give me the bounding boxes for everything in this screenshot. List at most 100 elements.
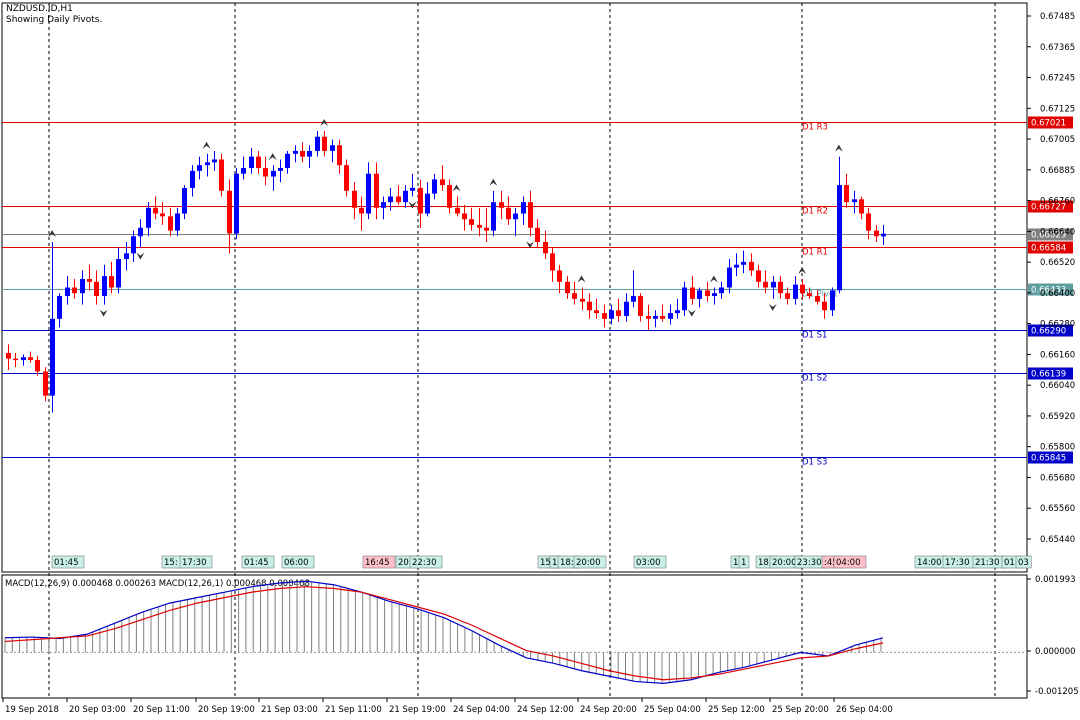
candle-body [572, 293, 577, 299]
y-tick-label: 0.66040 [1040, 381, 1075, 391]
candle-body [344, 165, 349, 191]
candle-body [756, 270, 761, 282]
candle-body [749, 261, 754, 271]
y-tick-label: 0.65440 [1040, 535, 1075, 545]
y-tick-label: 0.66280 [1040, 320, 1075, 330]
candle-body [87, 278, 92, 282]
candle-body [440, 179, 445, 186]
pivot-price-tag [1028, 367, 1073, 380]
candle-body [57, 296, 62, 319]
session-label: 18: [560, 558, 574, 568]
candle-body [131, 236, 136, 254]
candle-body [866, 213, 871, 231]
session-box [179, 555, 213, 569]
candle-body [557, 270, 562, 282]
session-label: 01: [1004, 558, 1018, 568]
x-tick-label: 19 Sep 2018 [5, 705, 59, 715]
pivot-price-tag [1028, 283, 1073, 296]
candle-body [528, 202, 533, 228]
candle-body [844, 185, 849, 203]
candle-body [624, 301, 629, 316]
candle-body [455, 207, 460, 214]
candle-body [300, 150, 305, 157]
candle-body [374, 173, 379, 208]
symbol-label: NZDUSD.ID,H1 [6, 4, 73, 14]
candle-body [271, 170, 276, 177]
candle-body [102, 276, 107, 297]
candle-body [807, 293, 812, 297]
fractal-up-arrow-icon [709, 275, 718, 283]
session-box [573, 555, 607, 569]
current-price-tag [1028, 228, 1073, 241]
y-tick-label: 0.66640 [1040, 227, 1075, 237]
candle-body [881, 233, 886, 237]
pivot-price-tag-text: 0.66139 [1031, 370, 1066, 380]
candle-body [278, 168, 283, 171]
candle-body [697, 290, 702, 299]
y-tick-label: 0.66760 [1040, 197, 1075, 207]
candle-body [219, 159, 224, 191]
candle-body [565, 281, 570, 294]
candle-body [160, 213, 165, 217]
x-tick-label: 21 Sep 11:00 [325, 705, 382, 715]
x-tick-label: 20 Sep 11:00 [133, 705, 190, 715]
candle-body [462, 213, 467, 220]
session-label: 03:00 [636, 558, 661, 568]
fractal-down-arrow-icon [136, 252, 145, 260]
fractal-up-arrow-icon [202, 141, 211, 149]
candle-body [550, 253, 555, 271]
session-box [1015, 555, 1032, 569]
y-tick-label: 0.66160 [1040, 350, 1075, 360]
pivot-price-tag-text: 0.66727 [1031, 203, 1066, 213]
candle-body [410, 187, 415, 191]
macd-tick-label: 0.000000 [1035, 647, 1076, 657]
macd-tick-label: -0.001205 [1035, 687, 1079, 697]
candle-body [741, 261, 746, 265]
pivot-price-tag [1028, 200, 1073, 213]
fractal-up-arrow-icon [452, 184, 461, 192]
y-tick-label: 0.66885 [1040, 166, 1075, 176]
y-tick-label: 0.67365 [1040, 43, 1075, 53]
candle-body [521, 202, 526, 214]
candle-body [734, 264, 739, 268]
fractal-down-arrow-icon [99, 309, 108, 317]
candle-body [778, 281, 783, 294]
candle-body [631, 296, 636, 302]
pivot-price-tag-text: 0.67021 [1031, 119, 1066, 129]
x-tick-label: 25 Sep 12:00 [708, 705, 765, 715]
candle-body [388, 196, 393, 203]
chart-header: NZDUSD.ID,H1 Showing Daily Pivots. [6, 4, 102, 26]
session-label: 20: [398, 558, 412, 568]
x-tick-label: 20 Sep 19:00 [198, 705, 255, 715]
candle-body [403, 190, 408, 203]
session-label: 1 [733, 558, 738, 568]
candle-body [638, 296, 643, 316]
candle-body [50, 318, 55, 396]
candle-body [506, 207, 511, 220]
candle-body [727, 267, 732, 288]
x-tick-label: 24 Sep 20:00 [580, 705, 637, 715]
pivot-price-tag [1028, 241, 1073, 254]
session-label: 16:45 [365, 558, 390, 568]
candle-body [35, 360, 40, 372]
candle-body [830, 290, 835, 311]
pivot-label: D1 S1 [802, 331, 827, 341]
fractal-down-arrow-icon [768, 303, 777, 311]
session-label: :45 [824, 558, 838, 568]
candle-body [469, 219, 474, 225]
candle-body [499, 202, 504, 208]
session-box [51, 555, 85, 569]
session-label: 1 [741, 558, 746, 568]
candle-body [602, 313, 607, 319]
pivot-price-tag [1028, 451, 1073, 464]
session-box [409, 555, 443, 569]
pivot-price-tag [1028, 324, 1073, 337]
fractal-up-arrow-icon [834, 144, 843, 152]
candle-body [72, 287, 77, 294]
pivot-price-tag-text: 0.66433 [1031, 286, 1066, 296]
y-tick-label: 0.67005 [1040, 135, 1075, 145]
candle-body [535, 227, 540, 242]
candle-body [241, 168, 246, 174]
candle-body [227, 190, 232, 234]
